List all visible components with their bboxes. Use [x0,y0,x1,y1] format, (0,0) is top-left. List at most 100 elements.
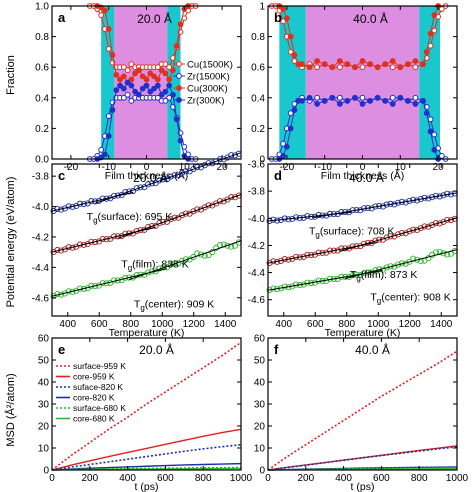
e-xtick-label: 800 [195,473,212,484]
f-xtick-label: 800 [411,473,428,484]
d-fit-high-film [339,217,458,252]
e-legend-label: surface-959 K [73,361,126,371]
e-xlabel: t (ps) [135,481,159,492]
b-point [321,61,328,68]
a-xtick-label: -20 [64,162,79,173]
a-point [162,88,169,95]
c-xtick-label: 1200 [183,319,206,330]
d-ytick-label: -3.8 [248,187,266,198]
e-frame [51,337,242,471]
e-xtick-label: 0 [49,473,55,484]
a-point [98,146,105,153]
b-point [280,153,287,159]
a-point [158,67,165,74]
b-point [344,97,351,104]
d-xtick-label: 1000 [367,319,390,330]
b-frame [267,5,458,160]
b-point [412,94,419,101]
b-ytick-label: 0 [259,155,265,166]
b-point [284,143,290,150]
b-point [367,97,373,104]
a-xtick-label: 0 [144,162,150,173]
a-point [143,76,150,83]
e-series-core-959-K [51,428,242,471]
b-point [404,61,411,68]
b-point [420,97,426,104]
f-ytick-label: 60 [254,334,266,345]
a-point [120,94,127,101]
a-point [113,87,120,94]
b-point [280,18,287,25]
b-point [314,58,321,64]
c-ytick-label: -4.0 [32,202,50,213]
c-point-surface [126,188,133,195]
b-point [359,94,366,101]
a-point [102,7,108,14]
a-point [128,97,135,104]
b-point [389,94,396,101]
c-point-surface [235,150,242,157]
a-point [166,94,173,101]
panel-e: 20.0 Å 0 200 400 600 800 1000 0 10 20 30 40 50 60 t (p… [38,334,253,492]
c-xtick-label: 600 [91,319,108,330]
b-point [344,61,351,68]
d-fit-high-center [344,249,458,280]
c-point-film [179,212,186,219]
c-point-center [179,257,186,264]
c-ytick-label: -4.4 [32,263,50,274]
a-region-surface [167,6,181,159]
d-point-center [266,287,273,294]
b-point [329,64,336,71]
d-point-surface [292,214,300,221]
a-point [105,113,112,120]
a-point [139,73,146,80]
a-legend-label: Cu(1500K) [187,60,233,71]
f-thickness-label: 40.0 Å [355,342,390,357]
a-point [139,85,146,92]
a-point [151,73,157,80]
d-xtick-label: 600 [307,319,324,330]
c-xtick-label: 1000 [151,319,174,330]
e-series-core-820-K [51,462,242,471]
b-region-surface [419,6,440,159]
a-point [162,70,169,77]
row-label-msd: MSD (Å²/atom) [4,373,17,446]
a-point [173,116,180,123]
a-point [177,137,184,144]
d-xtick-label: 1400 [430,319,453,330]
e-legend-label: core-680 K [73,414,115,424]
a-point [132,70,139,77]
a-point [154,76,161,83]
d-ytick-label: -4.6 [248,295,266,306]
panel-c: Tg(surface): 695 K Tg(film): 838 K Tg(cent… [32,150,242,339]
d-point-surface [315,211,322,219]
b-panel-label: b [274,10,282,25]
a-point [105,133,112,139]
d-thickness-label: 40.0 Å [349,170,384,185]
a-point [105,26,112,32]
a-ytick-label: 1.0 [35,2,49,13]
a-ytick-label: 0.8 [35,32,49,43]
e-legend-label: suface-820 K [73,382,123,392]
d-panel-label: d [274,168,282,183]
a-point [166,76,173,83]
d-ytick-label: -4.0 [248,214,266,225]
c-point-film [190,208,197,215]
a-point [173,42,180,49]
row-label-potential: Potential energy (eV/atom) [5,177,17,308]
b-xtick-label: -20 [280,162,295,173]
panel-f: 40.0 Å 0 200 400 600 800 1000 0 10 20 30 40 50 60 t (p… [254,334,469,492]
b-point [306,94,313,101]
c-ytick-label: -4.2 [32,232,50,243]
a-point [109,52,116,58]
c-point-center [126,274,133,281]
b-point [321,97,328,104]
b-point [367,61,373,68]
b-point [299,61,305,68]
d-tg-annotation: Tg(center): 908 K [370,291,450,305]
e-ytick-label: 30 [38,400,50,411]
b-ytick-label: 1 [259,2,265,13]
a-point [128,82,135,89]
a-frame [51,5,242,160]
b-point [420,61,426,68]
